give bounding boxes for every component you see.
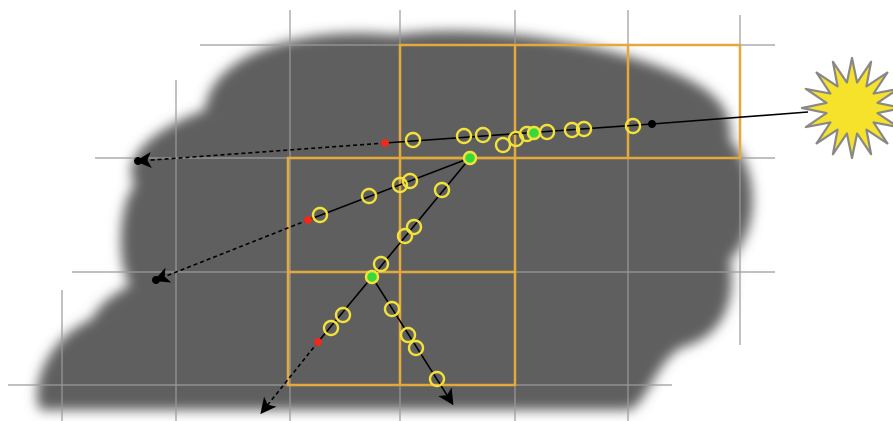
sample-point — [334, 306, 352, 324]
sample-point — [404, 131, 422, 149]
escaping-rays — [135, 142, 386, 415]
ray-end-dot — [152, 276, 160, 284]
sample-points — [311, 117, 642, 388]
termination-point — [304, 216, 312, 224]
sample-point — [401, 172, 419, 190]
scatter-event — [364, 269, 380, 285]
ray-end-dot — [648, 120, 656, 128]
sample-point — [396, 227, 414, 245]
sample-point — [405, 218, 423, 236]
termination-point — [381, 139, 389, 147]
sample-point — [407, 339, 425, 357]
sample-point — [624, 117, 642, 135]
sample-point — [360, 187, 378, 205]
scatter-events — [364, 125, 542, 285]
sample-point — [428, 370, 446, 388]
sample-point — [311, 206, 329, 224]
sample-point — [455, 127, 473, 145]
sample-point — [507, 130, 525, 148]
ray-endpoints — [134, 120, 656, 284]
sample-point — [575, 120, 593, 138]
cloud-shape — [37, 31, 753, 410]
sample-point — [383, 300, 401, 318]
sample-point — [494, 136, 512, 154]
ray-end-dot — [134, 157, 142, 165]
sample-point — [372, 255, 390, 273]
sample-point — [391, 176, 409, 194]
termination-point — [314, 338, 322, 346]
scatter-event — [462, 150, 478, 166]
traversed-cells — [286, 43, 742, 387]
sample-point — [474, 126, 492, 144]
sample-point — [563, 121, 581, 139]
termination-points — [304, 139, 389, 346]
sample-point — [433, 181, 451, 199]
sun-icon — [800, 56, 893, 160]
sample-point — [322, 319, 340, 337]
sample-point — [399, 326, 417, 344]
scatter-event — [526, 125, 542, 141]
